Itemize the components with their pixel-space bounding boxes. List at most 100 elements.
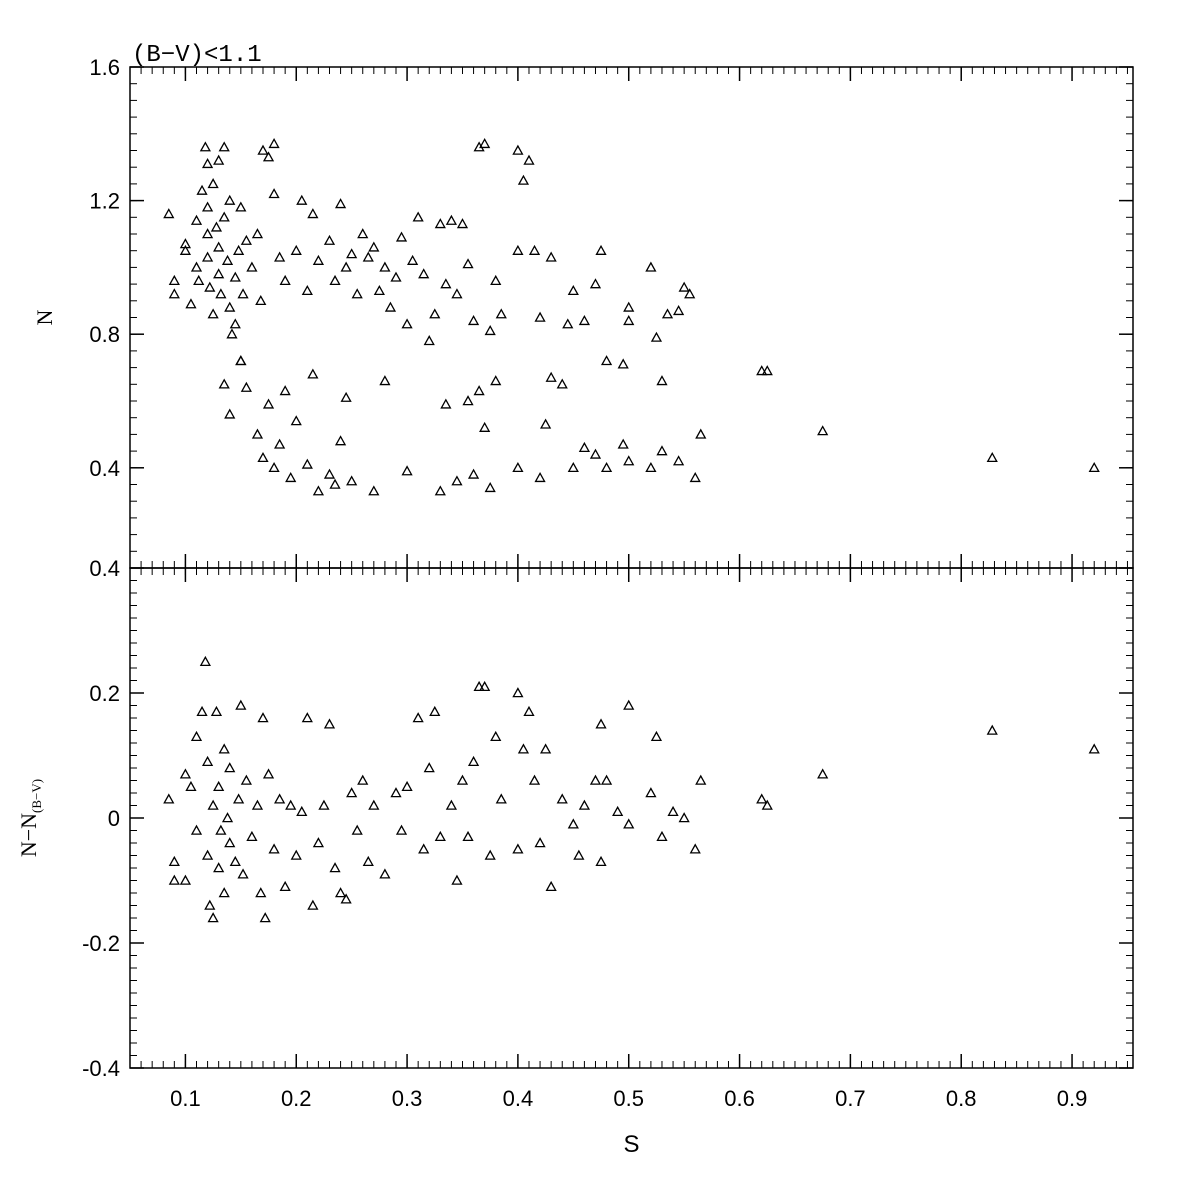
point bbox=[656, 830, 668, 841]
point bbox=[540, 743, 552, 754]
point bbox=[346, 475, 358, 486]
point bbox=[185, 780, 197, 791]
point bbox=[218, 211, 230, 222]
point bbox=[213, 780, 225, 791]
point bbox=[168, 288, 180, 299]
point bbox=[545, 371, 557, 382]
point bbox=[623, 818, 635, 829]
point bbox=[179, 768, 192, 779]
point bbox=[213, 862, 225, 873]
point bbox=[484, 482, 496, 493]
point bbox=[296, 194, 308, 205]
y-tick-label: 0.8 bbox=[89, 322, 120, 347]
point bbox=[329, 862, 341, 873]
point bbox=[312, 837, 325, 848]
point bbox=[434, 218, 446, 229]
point bbox=[379, 868, 391, 879]
x-tick-label: 0.7 bbox=[835, 1086, 866, 1111]
point bbox=[163, 793, 175, 804]
y-tick-label: -0.4 bbox=[82, 1056, 120, 1081]
point bbox=[163, 208, 175, 219]
point bbox=[986, 724, 998, 735]
x-tick-label: 0.6 bbox=[724, 1086, 755, 1111]
point bbox=[351, 288, 363, 299]
point bbox=[379, 375, 391, 386]
point bbox=[201, 228, 214, 239]
y-tick-label: -0.2 bbox=[82, 931, 120, 956]
point bbox=[213, 268, 225, 279]
point bbox=[423, 335, 435, 346]
point bbox=[495, 793, 507, 804]
point bbox=[190, 261, 203, 272]
point bbox=[362, 855, 374, 866]
point bbox=[224, 301, 236, 312]
point bbox=[1088, 461, 1100, 473]
point bbox=[224, 762, 236, 773]
point bbox=[207, 799, 219, 810]
point bbox=[573, 849, 585, 860]
point bbox=[218, 743, 230, 754]
point bbox=[346, 248, 358, 259]
point bbox=[262, 151, 275, 162]
point bbox=[235, 201, 247, 212]
point bbox=[512, 843, 524, 854]
y-tick-label: 0.4 bbox=[89, 556, 120, 581]
point bbox=[323, 234, 336, 245]
point bbox=[201, 755, 214, 766]
point bbox=[467, 315, 480, 326]
point bbox=[761, 799, 773, 810]
point bbox=[589, 448, 602, 459]
point bbox=[268, 461, 280, 473]
point bbox=[168, 874, 180, 885]
point bbox=[323, 718, 336, 729]
point bbox=[595, 855, 607, 866]
point bbox=[545, 880, 557, 891]
point bbox=[215, 824, 227, 835]
point bbox=[221, 812, 234, 823]
point bbox=[190, 824, 203, 835]
point bbox=[257, 144, 269, 155]
point bbox=[540, 418, 552, 429]
point bbox=[229, 318, 241, 329]
point bbox=[262, 398, 275, 409]
point bbox=[617, 438, 629, 449]
point bbox=[689, 471, 701, 483]
point bbox=[467, 468, 480, 479]
point bbox=[445, 214, 458, 225]
point bbox=[623, 301, 635, 312]
point bbox=[340, 391, 352, 402]
y-tick-label: 0.2 bbox=[89, 681, 120, 706]
point bbox=[512, 461, 524, 473]
point bbox=[418, 843, 430, 854]
point bbox=[224, 408, 236, 419]
point bbox=[490, 375, 502, 386]
point bbox=[986, 451, 998, 463]
point bbox=[817, 768, 829, 779]
point bbox=[340, 893, 352, 904]
plot-frame bbox=[129, 66, 1134, 569]
point bbox=[255, 887, 267, 898]
point bbox=[756, 365, 768, 376]
point bbox=[279, 880, 291, 891]
point bbox=[395, 231, 408, 242]
x-tick-label: 0.8 bbox=[946, 1086, 977, 1111]
point bbox=[567, 461, 579, 473]
point bbox=[473, 385, 485, 396]
point bbox=[567, 284, 579, 296]
point bbox=[418, 268, 430, 279]
point bbox=[589, 278, 602, 289]
point bbox=[429, 308, 441, 319]
point bbox=[307, 368, 319, 379]
point bbox=[623, 455, 635, 466]
point bbox=[556, 378, 568, 389]
point bbox=[600, 774, 613, 785]
point bbox=[451, 288, 463, 299]
point bbox=[240, 774, 252, 785]
point bbox=[196, 705, 208, 716]
point bbox=[210, 705, 223, 716]
point bbox=[237, 868, 249, 879]
point bbox=[479, 137, 491, 149]
point bbox=[201, 201, 214, 212]
point bbox=[168, 855, 180, 866]
point bbox=[237, 288, 249, 299]
